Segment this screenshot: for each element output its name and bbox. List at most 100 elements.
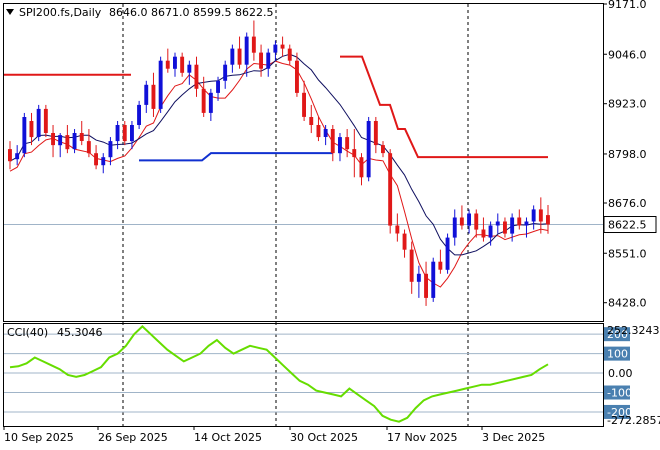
current-price-tag (603, 216, 657, 234)
cci-line (9, 325, 549, 423)
candle-body-up (338, 137, 342, 154)
candle-body-up (101, 157, 106, 166)
candle-body-up (495, 221, 500, 226)
cci-value-label: 45.3046 (57, 326, 103, 339)
time-tick-label: 10 Sep 2025 (4, 431, 74, 444)
ma-slow-line (9, 53, 549, 256)
candle-body-down (409, 249, 414, 282)
candle-body-down (302, 92, 306, 117)
candle-body-down (122, 125, 127, 142)
price-tick-label: 9046.0 (608, 48, 647, 61)
candle-body-down (546, 215, 550, 225)
candle-body-down (309, 117, 314, 125)
dropdown-triangle-icon[interactable] (6, 9, 14, 15)
candle-body-down (459, 217, 464, 226)
candle-body-down (481, 229, 486, 238)
candle-body-down (165, 60, 170, 69)
candle-body-up (531, 209, 536, 222)
candle-body-up (173, 56, 177, 69)
cci-axis: 200 100 0.00 -100 -200 252.3243 -272.2857 (604, 324, 660, 427)
time-tick-label: 17 Nov 2025 (387, 431, 457, 444)
price-tick-label: 8798.0 (608, 148, 647, 161)
candle-body-down (373, 121, 378, 146)
candle-body-up (115, 125, 120, 142)
price-tick-label: 8428.0 (608, 297, 647, 310)
candle-body-down (424, 273, 428, 298)
cci-axis-min-label: -272.2857 (607, 414, 660, 427)
support-line (139, 152, 333, 162)
candle-body-down (402, 233, 407, 250)
candle-body-up (366, 121, 371, 178)
cci-name-label: CCI(40) (7, 326, 48, 339)
candle-body-up (488, 225, 493, 238)
candle-body-up (36, 108, 41, 137)
candle-body-up (445, 237, 450, 270)
candle-body-down (388, 153, 393, 226)
ohlc-values: 8646.0 8671.0 8599.5 8622.5 (109, 6, 273, 19)
time-tick-label: 30 Oct 2025 (290, 431, 358, 444)
indicator-panel-frame (3, 323, 604, 427)
candle-body-down (352, 149, 357, 158)
candle-body-up (510, 217, 515, 234)
cci-level-label: -100 (607, 387, 632, 400)
time-axis: 10 Sep 2025 26 Sep 2025 14 Oct 2025 30 Oct … (3, 426, 545, 444)
cci-level-label: 100 (607, 348, 628, 361)
candle-body-up (72, 133, 77, 150)
candle-body-down (538, 209, 543, 222)
candlestick-series (8, 20, 550, 306)
candle-body-down (43, 108, 48, 133)
candle-body-down (395, 225, 400, 234)
price-tick-label: 8676.0 (608, 197, 647, 210)
candle-body-up (137, 104, 141, 125)
ma-fast-line (9, 60, 549, 288)
time-tick-label: 26 Sep 2025 (98, 431, 168, 444)
support-resistance-lines (4, 55, 548, 162)
candle-body-down (194, 64, 199, 89)
candle-body-up (58, 135, 63, 146)
candle-body-down (8, 149, 12, 162)
cci-series (4, 325, 603, 423)
candle-body-up (230, 48, 235, 65)
candle-body-up (158, 60, 163, 109)
price-panel-frame (3, 3, 604, 322)
cci-level-tag (604, 327, 630, 342)
candle-body-down (381, 145, 385, 154)
candle-body-down (94, 153, 98, 166)
candle-body-up (223, 64, 228, 81)
candle-body-up (108, 141, 113, 158)
time-tick-label: 14 Oct 2025 (194, 431, 262, 444)
candle-body-up (431, 261, 436, 298)
candle-body-up (323, 129, 328, 137)
candle-body-up (144, 84, 149, 105)
cci-level-label: 0.00 (608, 367, 633, 380)
candle-body-up (416, 273, 421, 282)
candle-body-down (359, 157, 364, 178)
price-axis: 9171.0 9046.0 8923.0 8798.0 8676.0 8551.0 8428… (603, 0, 657, 310)
cci-level-tag (604, 346, 630, 361)
candle-body-down (280, 44, 285, 49)
moving-averages (9, 53, 549, 288)
cci-axis-max-label: 252.3243 (607, 324, 660, 337)
candle-body-down (201, 88, 206, 113)
cci-level-tag (604, 404, 630, 419)
price-tick-label: 8551.0 (608, 247, 647, 260)
candle-body-up (273, 44, 278, 53)
candle-body-up (467, 213, 471, 226)
price-tick-label: 9171.0 (608, 0, 647, 11)
resistance-line-right (340, 55, 548, 159)
candle-body-down (295, 60, 299, 93)
cci-level-label: 200 (607, 328, 628, 341)
candle-body-down (330, 129, 335, 154)
candle-body-down (287, 48, 292, 61)
candle-body-down (345, 137, 350, 150)
candle-body-down (503, 221, 507, 234)
candle-body-up (216, 80, 220, 93)
candle-body-up (22, 117, 27, 154)
candle-body-down (65, 135, 70, 150)
symbol-label: SPI200.fs,Daily (19, 6, 102, 19)
time-tick-label: 3 Dec 2025 (482, 431, 545, 444)
candle-body-down (86, 141, 91, 154)
candle-body-down (151, 84, 156, 109)
